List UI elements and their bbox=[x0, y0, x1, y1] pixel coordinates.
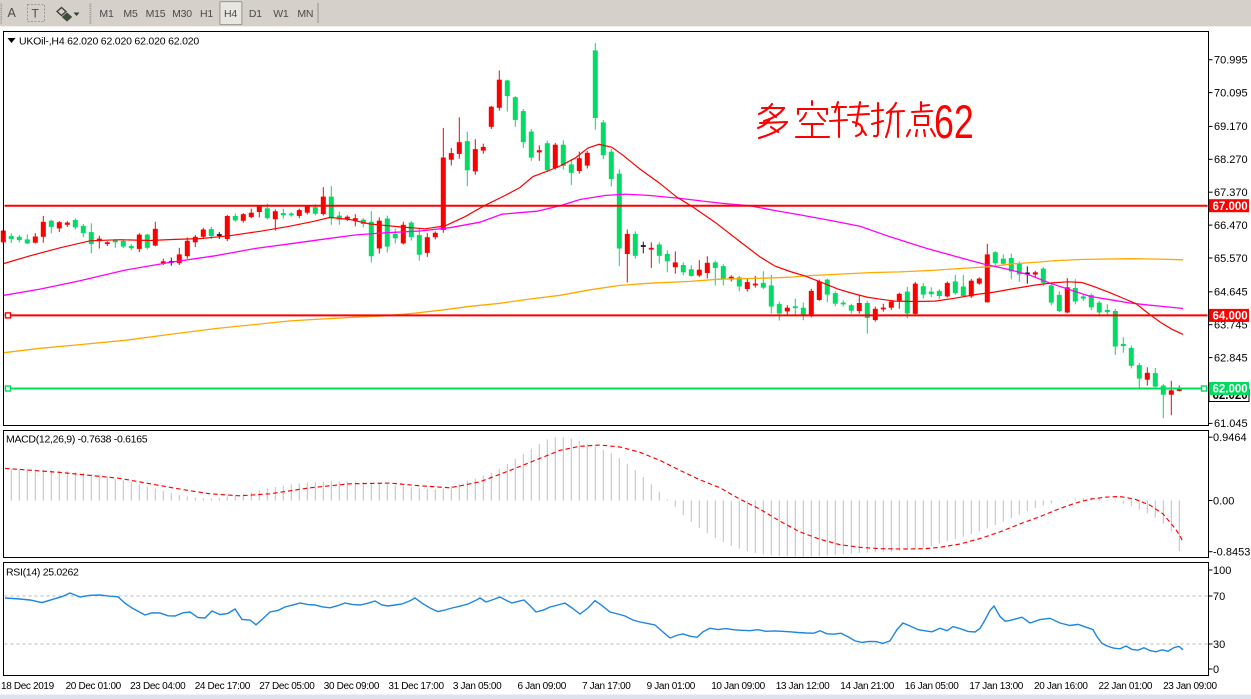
svg-text:27 Dec 05:00: 27 Dec 05:00 bbox=[259, 681, 315, 692]
svg-text:24 Dec 17:00: 24 Dec 17:00 bbox=[195, 681, 251, 692]
svg-text:67.370: 67.370 bbox=[1214, 187, 1248, 199]
svg-text:0.00: 0.00 bbox=[1213, 495, 1234, 507]
svg-text:67.000: 67.000 bbox=[1213, 201, 1248, 213]
svg-text:30 Dec 09:00: 30 Dec 09:00 bbox=[324, 681, 380, 692]
svg-text:UKOil-,H4 62.020 62.020 62.02: UKOil-,H4 62.020 62.020 62.020 62.020 bbox=[19, 36, 199, 48]
svg-text:A: A bbox=[8, 6, 17, 20]
svg-text:64.645: 64.645 bbox=[1214, 287, 1248, 299]
svg-text:70: 70 bbox=[1213, 591, 1225, 603]
svg-text:W1: W1 bbox=[273, 8, 289, 20]
svg-text:31 Dec 17:00: 31 Dec 17:00 bbox=[388, 681, 444, 692]
svg-text:100: 100 bbox=[1213, 565, 1231, 577]
svg-text:23 Jan 09:00: 23 Jan 09:00 bbox=[1163, 681, 1217, 692]
svg-text:20 Jan 16:00: 20 Jan 16:00 bbox=[1034, 681, 1088, 692]
svg-text:23 Dec 04:00: 23 Dec 04:00 bbox=[130, 681, 186, 692]
svg-text:17 Jan 13:00: 17 Jan 13:00 bbox=[969, 681, 1023, 692]
svg-text:70.995: 70.995 bbox=[1214, 55, 1248, 67]
svg-text:20 Dec 01:00: 20 Dec 01:00 bbox=[66, 681, 122, 692]
svg-text:T: T bbox=[32, 7, 40, 21]
svg-text:61.045: 61.045 bbox=[1214, 418, 1248, 430]
svg-text:9 Jan 01:00: 9 Jan 01:00 bbox=[647, 681, 696, 692]
svg-text:-0.8453: -0.8453 bbox=[1213, 547, 1250, 559]
svg-text:0.9464: 0.9464 bbox=[1213, 432, 1247, 444]
svg-text:MN: MN bbox=[297, 8, 313, 20]
svg-text:70.095: 70.095 bbox=[1214, 87, 1248, 99]
svg-text:30: 30 bbox=[1213, 639, 1225, 651]
svg-text:65.570: 65.570 bbox=[1214, 253, 1248, 265]
svg-text:14 Jan 21:00: 14 Jan 21:00 bbox=[840, 681, 894, 692]
svg-text:7 Jan 17:00: 7 Jan 17:00 bbox=[582, 681, 631, 692]
svg-text:6 Jan 09:00: 6 Jan 09:00 bbox=[518, 681, 567, 692]
svg-text:62: 62 bbox=[934, 95, 974, 148]
svg-text:22 Jan 01:00: 22 Jan 01:00 bbox=[1099, 681, 1153, 692]
svg-text:M30: M30 bbox=[172, 8, 192, 20]
svg-text:63.745: 63.745 bbox=[1214, 320, 1248, 332]
svg-text:M1: M1 bbox=[99, 8, 114, 20]
svg-text:3 Jan 05:00: 3 Jan 05:00 bbox=[453, 681, 502, 692]
svg-text:62.845: 62.845 bbox=[1214, 352, 1248, 364]
svg-text:H4: H4 bbox=[224, 8, 237, 20]
svg-text:0: 0 bbox=[1213, 664, 1219, 676]
svg-text:13 Jan 12:00: 13 Jan 12:00 bbox=[776, 681, 830, 692]
svg-text:MACD(12,26,9) -0.7638 -0.6165: MACD(12,26,9) -0.7638 -0.6165 bbox=[6, 434, 148, 446]
svg-text:RSI(14) 25.0262: RSI(14) 25.0262 bbox=[6, 567, 79, 579]
svg-text:62.000: 62.000 bbox=[1213, 384, 1248, 396]
svg-text:69.170: 69.170 bbox=[1214, 121, 1248, 133]
svg-text:M5: M5 bbox=[123, 8, 138, 20]
svg-text:D1: D1 bbox=[249, 8, 262, 20]
svg-text:M15: M15 bbox=[146, 8, 166, 20]
svg-text:18 Dec 2019: 18 Dec 2019 bbox=[1, 681, 55, 692]
svg-text:66.470: 66.470 bbox=[1214, 220, 1248, 232]
svg-text:68.270: 68.270 bbox=[1214, 154, 1248, 166]
svg-text:16 Jan 05:00: 16 Jan 05:00 bbox=[905, 681, 959, 692]
svg-text:64.000: 64.000 bbox=[1213, 311, 1248, 323]
svg-text:10 Jan 09:00: 10 Jan 09:00 bbox=[711, 681, 765, 692]
svg-text:H1: H1 bbox=[200, 8, 213, 20]
